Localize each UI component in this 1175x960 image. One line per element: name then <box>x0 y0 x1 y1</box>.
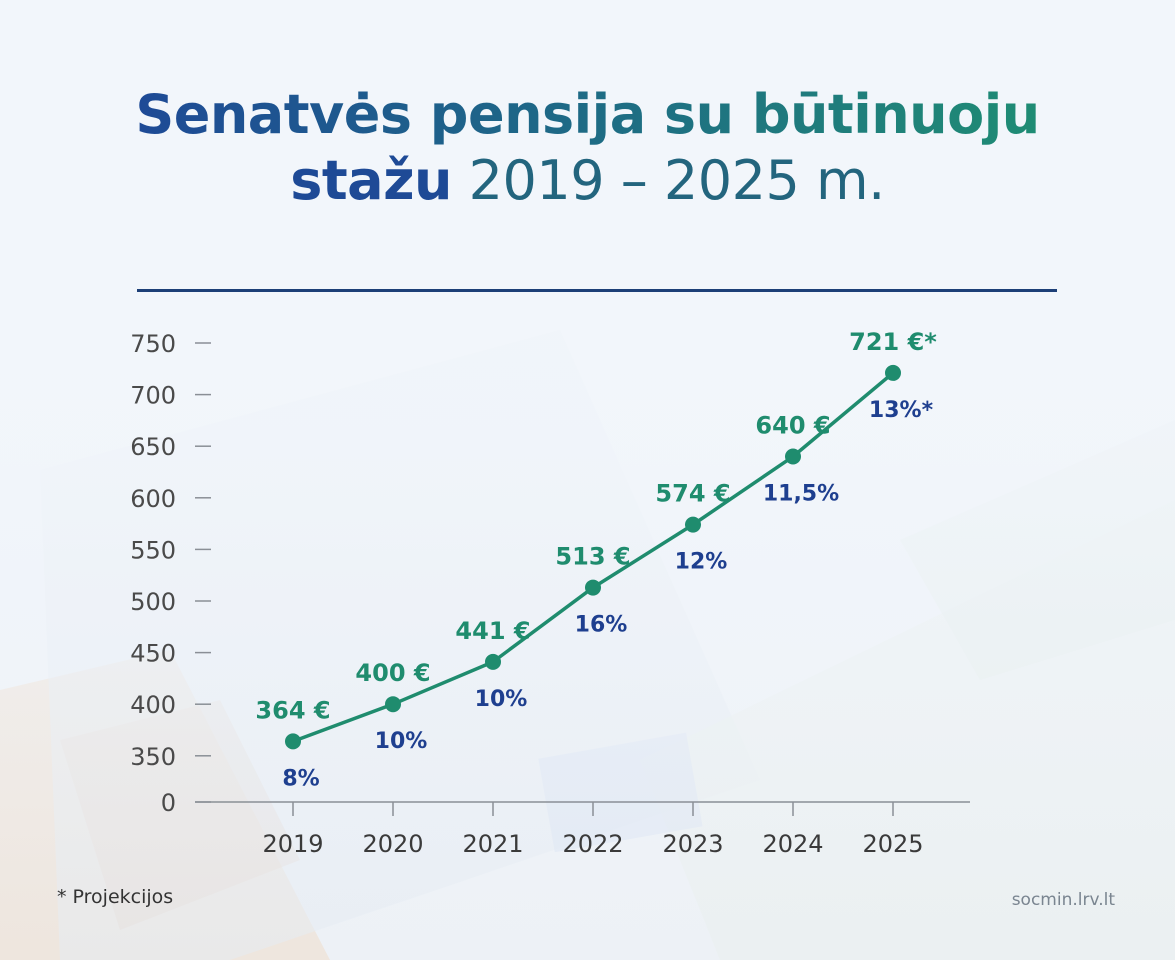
growth-label: 8% <box>282 766 319 791</box>
y-tick-label: 700 <box>130 382 176 410</box>
growth-label: 13%* <box>869 398 934 423</box>
source-credit: socmin.lrv.lt <box>1011 890 1115 910</box>
x-tick-label: 2019 <box>262 830 323 858</box>
data-point <box>785 448 801 465</box>
value-label: 441 € <box>455 617 530 645</box>
title-line-1: Senatvės pensija su būtinuoju <box>135 83 1040 146</box>
y-tick-label: 350 <box>130 743 176 771</box>
growth-label: 12% <box>675 550 728 575</box>
value-label: 574 € <box>655 480 730 508</box>
y-tick-label: 500 <box>130 588 176 616</box>
y-tick-label: 0 <box>161 789 176 817</box>
y-tick-label: 650 <box>130 433 176 461</box>
x-tick-label: 2022 <box>562 830 623 858</box>
title-line-2: stažu 2019 – 2025 m. <box>290 149 885 212</box>
growth-label: 16% <box>575 613 628 638</box>
y-tick-label: 450 <box>130 640 176 668</box>
y-tick-label: 600 <box>130 485 176 513</box>
growth-label: 10% <box>375 729 428 754</box>
value-label: 513 € <box>555 543 630 571</box>
x-tick-label: 2020 <box>362 830 423 858</box>
x-tick-label: 2024 <box>762 830 823 858</box>
data-point <box>585 579 601 596</box>
x-tick-label: 2025 <box>862 830 923 858</box>
chart-title: Senatvės pensija su būtinuoju stažu 2019… <box>0 82 1175 214</box>
data-point <box>385 696 401 713</box>
data-point <box>885 364 901 381</box>
title-divider <box>137 289 1057 292</box>
value-label: 364 € <box>255 696 330 724</box>
value-label: 721 €* <box>849 328 937 356</box>
x-tick-label: 2023 <box>662 830 723 858</box>
data-point <box>685 516 701 533</box>
growth-label: 10% <box>475 687 528 712</box>
data-point <box>485 653 501 670</box>
x-tick-label: 2021 <box>462 830 523 858</box>
footnote: * Projekcijos <box>57 886 174 908</box>
growth-label: 11,5% <box>763 482 839 507</box>
y-tick-label: 550 <box>130 536 176 564</box>
data-point <box>285 733 301 750</box>
value-label: 640 € <box>755 412 830 440</box>
y-tick-label: 750 <box>130 330 176 358</box>
value-label: 400 € <box>355 659 430 687</box>
y-tick-label: 400 <box>130 691 176 719</box>
